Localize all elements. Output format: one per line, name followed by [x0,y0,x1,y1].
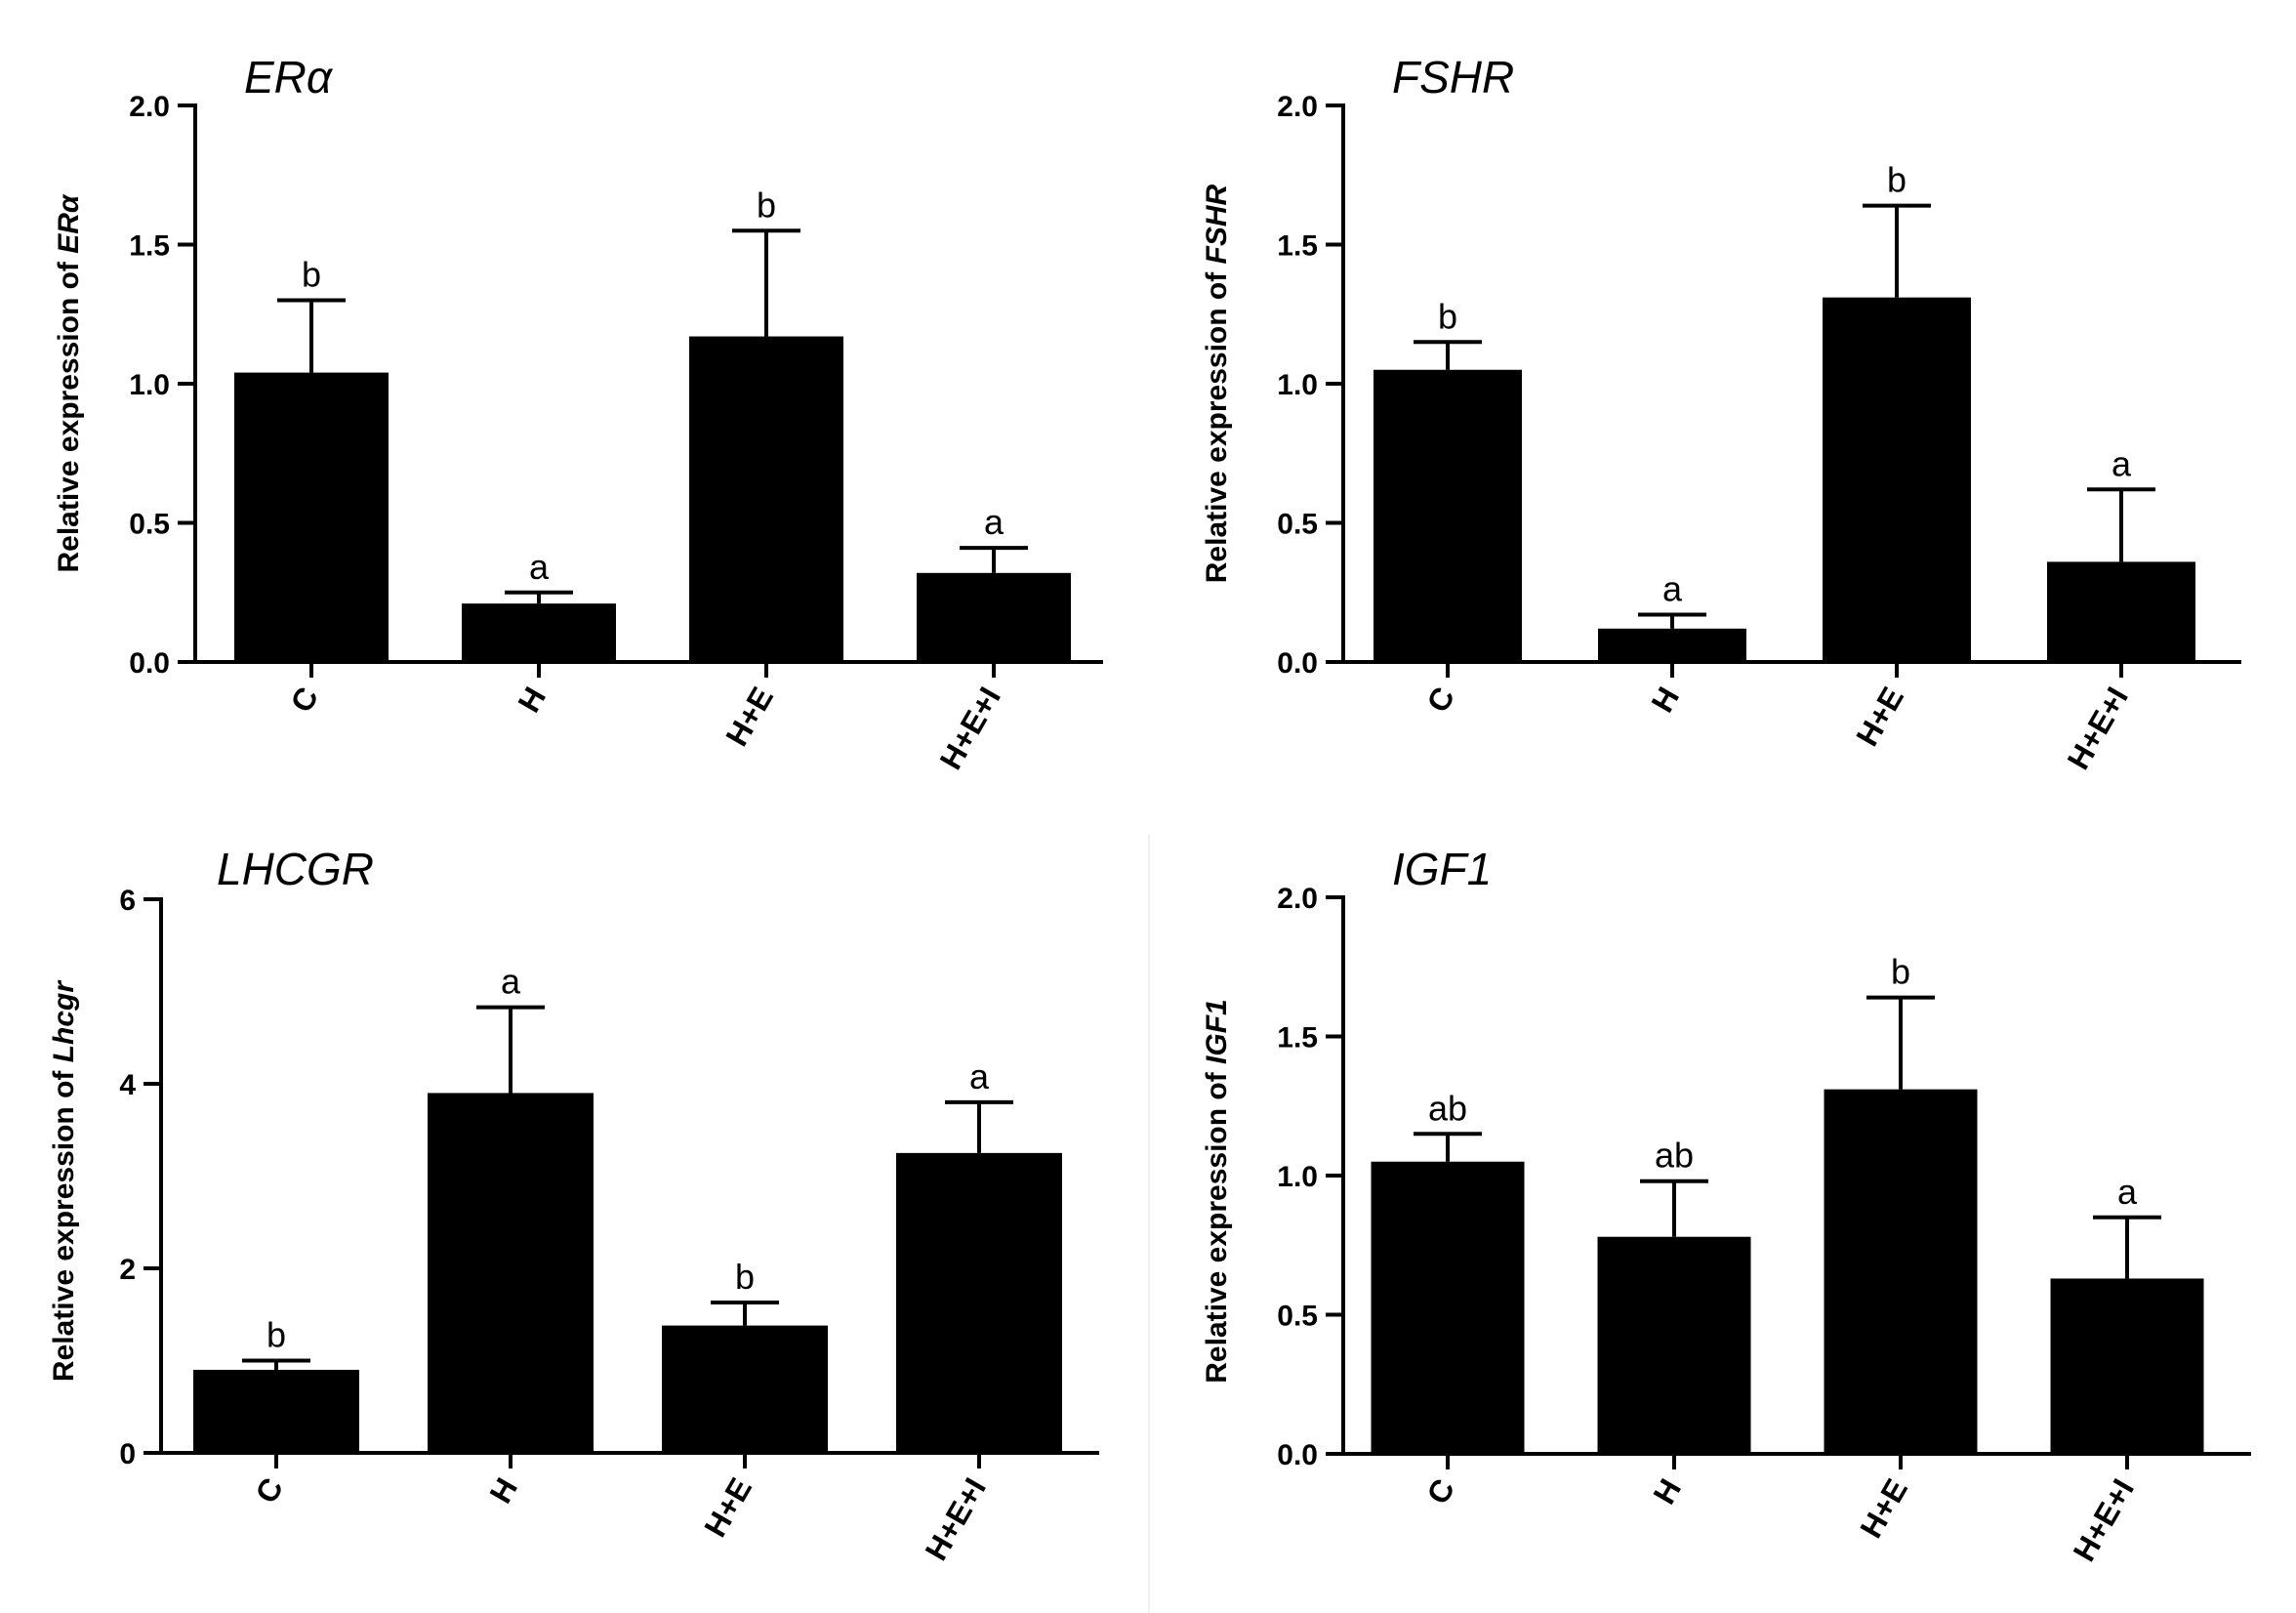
significance-label: a [969,1056,990,1096]
chart-lhcgr: LHCGR Relative expression of Lhcgr 0 2 4 6 b… [48,844,1099,1567]
x-tick-label: H+E+I [919,1472,994,1567]
y-tick-label: 2.0 [1277,883,1318,915]
x-tick-label: C [283,682,325,719]
significance-label: b [302,255,321,295]
chart-igf1: IGF1 Relative expression of IGF1 0.0 0.5 1… [1201,844,2251,1568]
significance-label: b [1438,296,1457,336]
bar [917,572,1071,662]
bar [193,1369,359,1453]
bar [662,1325,828,1453]
x-tick-label: H [1644,682,1686,719]
chart-title: LHCGR [217,844,374,894]
bar [1823,297,1971,662]
y-axis-label: Relative expression of ERα [53,193,85,572]
y-tick-label: 0.0 [1277,647,1318,680]
x-tick-label: H [1646,1473,1688,1510]
bar [234,372,389,662]
y-axis-label: Relative expression of Lhcgr [48,979,80,1382]
y-tick-label: 2.0 [129,91,170,123]
y-tick-label: 1.5 [1277,1022,1318,1055]
x-tick-label: C [1419,682,1461,719]
x-tick-label: H+E [718,682,780,753]
significance-label: b [757,185,776,225]
y-tick-label: 0.5 [1277,1301,1318,1333]
bar [2047,561,2195,662]
y-tick-label: 0.0 [129,647,170,680]
y-tick-label: 2 [119,1254,136,1286]
bar [1824,1089,1978,1454]
significance-label: b [735,1257,755,1297]
bar [689,336,843,662]
y-tick-label: 0.0 [1277,1439,1318,1471]
y-axis-label: Relative expression of FSHR [1201,184,1233,583]
x-tick-label: C [248,1472,290,1510]
significance-label: a [2117,1172,2138,1212]
bar [1374,369,1522,662]
y-tick-label: 6 [119,885,136,917]
bar [2050,1278,2204,1454]
bar [462,603,616,662]
x-tick-label: H [482,1472,524,1510]
bar [1371,1161,1525,1454]
chart-title: IGF1 [1392,844,1492,894]
y-tick-label: 1.0 [1277,1161,1318,1193]
significance-label: b [266,1315,286,1355]
x-tick-label: H+E [1853,1473,1914,1545]
significance-label: a [529,547,550,587]
significance-label: a [2112,443,2132,483]
x-tick-label: H+E+I [933,682,1008,776]
significance-label: ab [1655,1136,1694,1176]
x-tick-label: H+E+I [2061,682,2136,776]
panel-divider [1148,835,1150,1613]
bar [428,1093,594,1453]
chart-fshr: FSHR Relative expression of FSHR 0.0 0.5 1… [1201,52,2241,776]
y-tick-label: 1.0 [1277,369,1318,401]
bar [896,1152,1062,1453]
bar [1597,1236,1751,1454]
significance-label: ab [1428,1088,1467,1128]
bar [1598,628,1746,662]
significance-label: b [1891,952,1910,992]
x-tick-label: H+E [697,1472,758,1544]
chart-title: ERα [244,52,334,103]
y-tick-label: 1.5 [129,230,170,263]
x-tick-label: H [511,682,553,719]
y-tick-label: 0.5 [129,509,170,541]
significance-label: a [1662,569,1683,609]
y-tick-label: 1.5 [1277,230,1318,263]
x-tick-label: H+E [1849,682,1910,753]
significance-label: b [1887,160,1906,200]
y-tick-label: 4 [119,1069,136,1101]
y-tick-label: 1.0 [129,369,170,401]
significance-label: a [984,502,1004,542]
significance-label: a [501,962,521,1002]
x-tick-label: C [1419,1473,1461,1510]
chart-era: ERα Relative expression of ERα 0.0 0.5 1.0… [53,52,1103,776]
y-tick-label: 2.0 [1277,91,1318,123]
x-tick-label: H+E+I [2067,1473,2142,1568]
y-axis-label: Relative expression of IGF1 [1201,999,1233,1383]
y-tick-label: 0 [119,1438,136,1470]
y-tick-label: 0.5 [1277,509,1318,541]
chart-title: FSHR [1392,52,1514,103]
